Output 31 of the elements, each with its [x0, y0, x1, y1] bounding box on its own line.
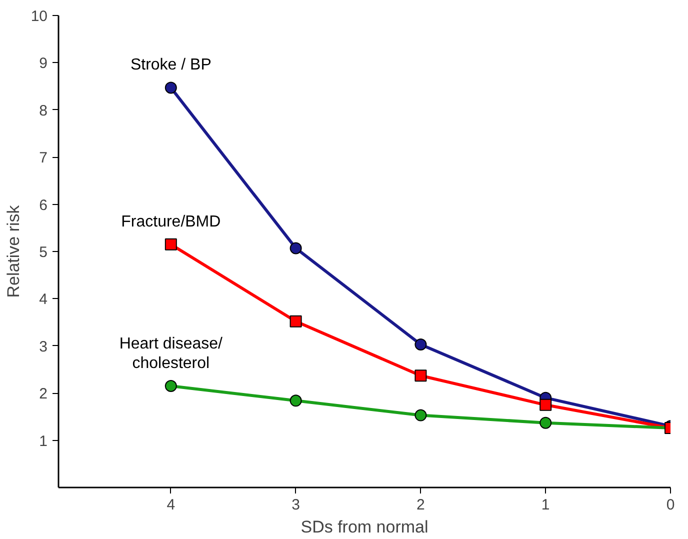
series-label: Heart disease/ cholesterol	[119, 335, 224, 372]
point	[290, 242, 302, 254]
point	[164, 238, 177, 250]
point	[414, 370, 427, 382]
x-tick-label: 3	[292, 496, 300, 514]
y-tick-label: 10	[30, 8, 48, 25]
series-label: Fracture/BMD	[121, 213, 221, 230]
y-tick-label: 7	[39, 150, 48, 167]
x-axis-title: SDs from normal	[300, 518, 428, 536]
point	[290, 394, 302, 407]
point	[414, 338, 427, 350]
x-tick-label: 0	[666, 496, 675, 514]
point	[164, 380, 177, 392]
y-axis-title: Relative risk	[4, 204, 23, 298]
point	[290, 315, 302, 328]
point	[414, 409, 427, 422]
y-tick-label: 6	[39, 196, 48, 214]
y-tick-label: 5	[39, 244, 48, 261]
point	[540, 398, 552, 411]
point	[540, 416, 552, 429]
y-tick-label: 1	[39, 432, 48, 450]
y-tick-label: 3	[39, 338, 48, 356]
y-tick-label: 4	[39, 291, 48, 308]
y-tick-label: 8	[39, 102, 48, 120]
series-label: Stroke / BP	[130, 56, 212, 74]
y-tick-label: 9	[39, 55, 48, 72]
point	[164, 82, 177, 94]
y-tick-label: 2	[39, 386, 48, 403]
x-tick-label: 4	[166, 496, 176, 514]
x-tick-label: 2	[416, 496, 425, 514]
x-tick-label: 1	[541, 496, 550, 514]
